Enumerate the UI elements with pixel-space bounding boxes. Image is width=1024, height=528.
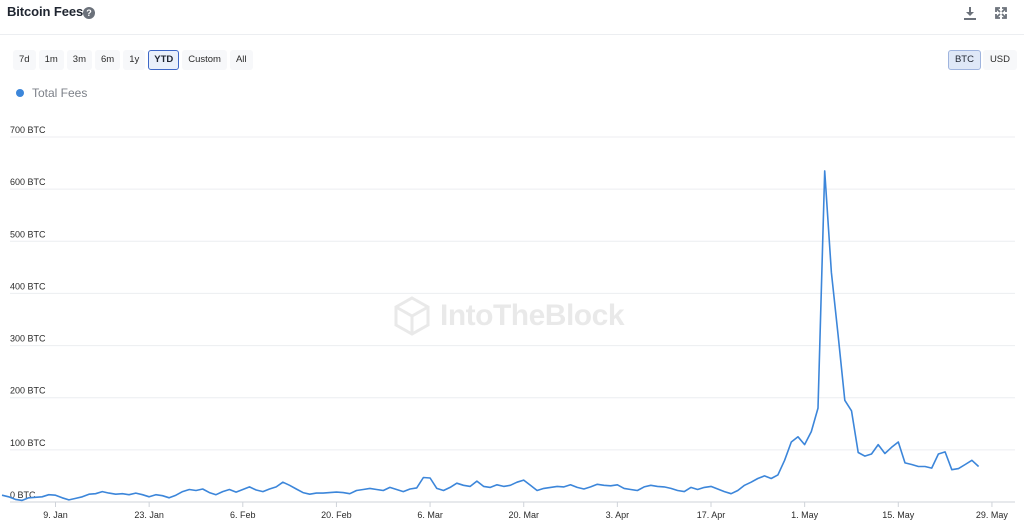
- x-tick-label: 6. Mar: [417, 510, 443, 520]
- x-tick-label: 1. May: [791, 510, 819, 520]
- range-button-1y[interactable]: 1y: [123, 50, 146, 70]
- logo-icon: [394, 296, 430, 336]
- x-tick-label: 23. Jan: [134, 510, 164, 520]
- y-tick-label: 600 BTC: [10, 177, 46, 187]
- x-tick-label: 17. Apr: [697, 510, 726, 520]
- x-tick-label: 15. May: [882, 510, 915, 520]
- range-button-all[interactable]: All: [229, 50, 253, 70]
- fullscreen-icon[interactable]: [993, 5, 1009, 21]
- legend-label: Total Fees: [32, 86, 88, 100]
- legend-marker: [16, 89, 24, 97]
- watermark: IntoTheBlock: [392, 296, 625, 336]
- series-line-total-fees: [1, 170, 980, 502]
- range-button-ytd[interactable]: YTD: [148, 50, 180, 70]
- x-tick-label: 9. Jan: [43, 510, 68, 520]
- chart-title: Bitcoin Fees: [7, 4, 84, 19]
- y-tick-label: 200 BTC: [10, 386, 46, 396]
- watermark-text: IntoTheBlock: [440, 299, 625, 332]
- range-selector: 7d 1m 3m 6m 1y YTD Custom All: [13, 50, 253, 70]
- unit-button-usd[interactable]: USD: [982, 50, 1017, 70]
- x-tick-label: 20. Feb: [321, 510, 352, 520]
- chart-legend[interactable]: Total Fees: [16, 86, 87, 100]
- range-button-3m[interactable]: 3m: [66, 50, 92, 70]
- y-tick-label: 500 BTC: [10, 229, 46, 239]
- y-tick-label: 300 BTC: [10, 334, 46, 344]
- unit-toggle: BTC USD: [947, 50, 1017, 70]
- download-icon[interactable]: [962, 5, 978, 21]
- question-circle-icon[interactable]: ?: [83, 7, 95, 19]
- range-button-7d[interactable]: 7d: [13, 50, 36, 70]
- range-button-6m[interactable]: 6m: [94, 50, 121, 70]
- x-tick-label: 29. May: [976, 510, 1009, 520]
- unit-button-btc[interactable]: BTC: [947, 50, 981, 70]
- x-tick-label: 3. Apr: [606, 510, 630, 520]
- chart-header: Bitcoin Fees ?: [0, 0, 1024, 35]
- range-button-1m[interactable]: 1m: [38, 50, 64, 70]
- y-tick-label: 100 BTC: [10, 438, 46, 448]
- x-tick-label: 20. Mar: [508, 510, 539, 520]
- x-tick-label: 6. Feb: [230, 510, 256, 520]
- y-tick-label: 700 BTC: [10, 125, 46, 135]
- range-button-custom[interactable]: Custom: [182, 50, 227, 70]
- y-tick-label: 0 BTC: [10, 490, 36, 500]
- y-tick-label: 400 BTC: [10, 281, 46, 291]
